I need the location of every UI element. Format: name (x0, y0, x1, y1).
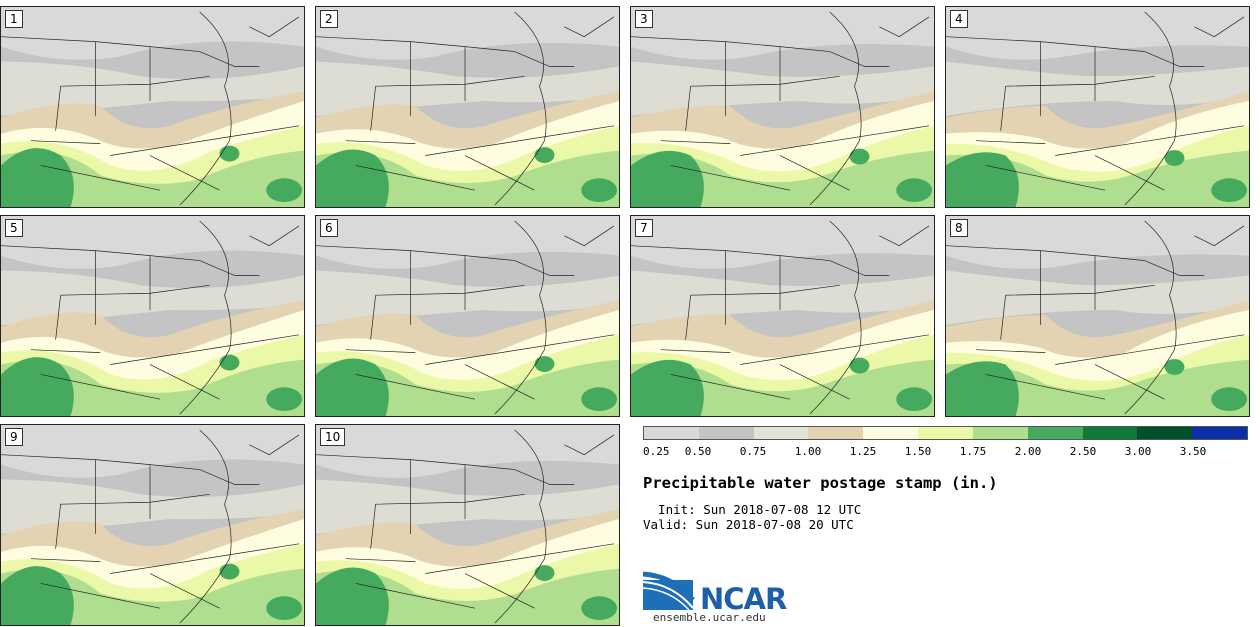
panel-label: 1 (5, 10, 23, 28)
colorbar-tick-label: 3.50 (1179, 445, 1207, 458)
precipitable-water-field (631, 216, 934, 416)
colorbar-segment (1137, 427, 1193, 439)
colorbar (643, 426, 1248, 440)
panel-label: 7 (635, 219, 653, 237)
map-panel-10: 10 (315, 424, 620, 626)
map-panel-1: 1 (0, 6, 305, 208)
logo-url: ensemble.ucar.edu (653, 611, 766, 624)
colorbar-segment (808, 427, 864, 439)
valid-time: Valid: Sun 2018-07-08 20 UTC (643, 517, 854, 532)
precipitable-water-field (946, 7, 1249, 207)
panel-label: 5 (5, 219, 23, 237)
map-panel-7: 7 (630, 215, 935, 417)
map-panel-9: 9 (0, 424, 305, 626)
precipitable-water-field (316, 7, 619, 207)
colorbar-tick-label: 1.50 (904, 445, 932, 458)
map-panel-4: 4 (945, 6, 1250, 208)
colorbar-tick-label: 2.00 (1014, 445, 1042, 458)
colorbar-tick-label: 3.00 (1124, 445, 1152, 458)
precipitable-water-field (1, 216, 304, 416)
colorbar-segment (863, 427, 919, 439)
precipitable-water-field (946, 216, 1249, 416)
colorbar-segment (1082, 427, 1138, 439)
panel-label: 9 (5, 428, 23, 446)
precipitable-water-field (631, 7, 934, 207)
map-panel-6: 6 (315, 215, 620, 417)
colorbar-segment (1192, 427, 1247, 439)
logo-name: NCAR (700, 582, 787, 616)
panel-label: 6 (320, 219, 338, 237)
colorbar-segment (644, 427, 699, 439)
colorbar-segment (918, 427, 973, 439)
panel-label: 2 (320, 10, 338, 28)
colorbar-tick-label: 0.75 (739, 445, 767, 458)
panel-label: 8 (950, 219, 968, 237)
colorbar-tick-label: 0.50 (684, 445, 712, 458)
init-time: Init: Sun 2018-07-08 12 UTC (643, 502, 862, 517)
figure-title: Precipitable water postage stamp (in.) (643, 474, 998, 492)
panel-label: 4 (950, 10, 968, 28)
colorbar-tick-label: 1.00 (794, 445, 822, 458)
precipitable-water-field (1, 425, 304, 625)
map-panel-5: 5 (0, 215, 305, 417)
precipitable-water-field (1, 7, 304, 207)
panel-label: 10 (320, 428, 346, 446)
colorbar-segment (698, 427, 754, 439)
map-panel-3: 3 (630, 6, 935, 208)
colorbar-labels: 0.25 0.50 0.75 1.00 1.25 1.50 1.75 2.00 2.50 3.00… (643, 445, 1248, 459)
colorbar-tick-label: 1.75 (959, 445, 987, 458)
ncar-logo-icon (643, 571, 695, 611)
precipitable-water-field (316, 425, 619, 625)
colorbar-tick-label: 1.25 (849, 445, 877, 458)
panel-label: 3 (635, 10, 653, 28)
colorbar-segment (753, 427, 809, 439)
map-panel-2: 2 (315, 6, 620, 208)
colorbar-tick-label: 0.25 (643, 445, 670, 458)
colorbar-segment (972, 427, 1028, 439)
colorbar-tick-label: 2.50 (1069, 445, 1097, 458)
precipitable-water-field (316, 216, 619, 416)
map-panel-8: 8 (945, 215, 1250, 417)
colorbar-segment (1027, 427, 1083, 439)
